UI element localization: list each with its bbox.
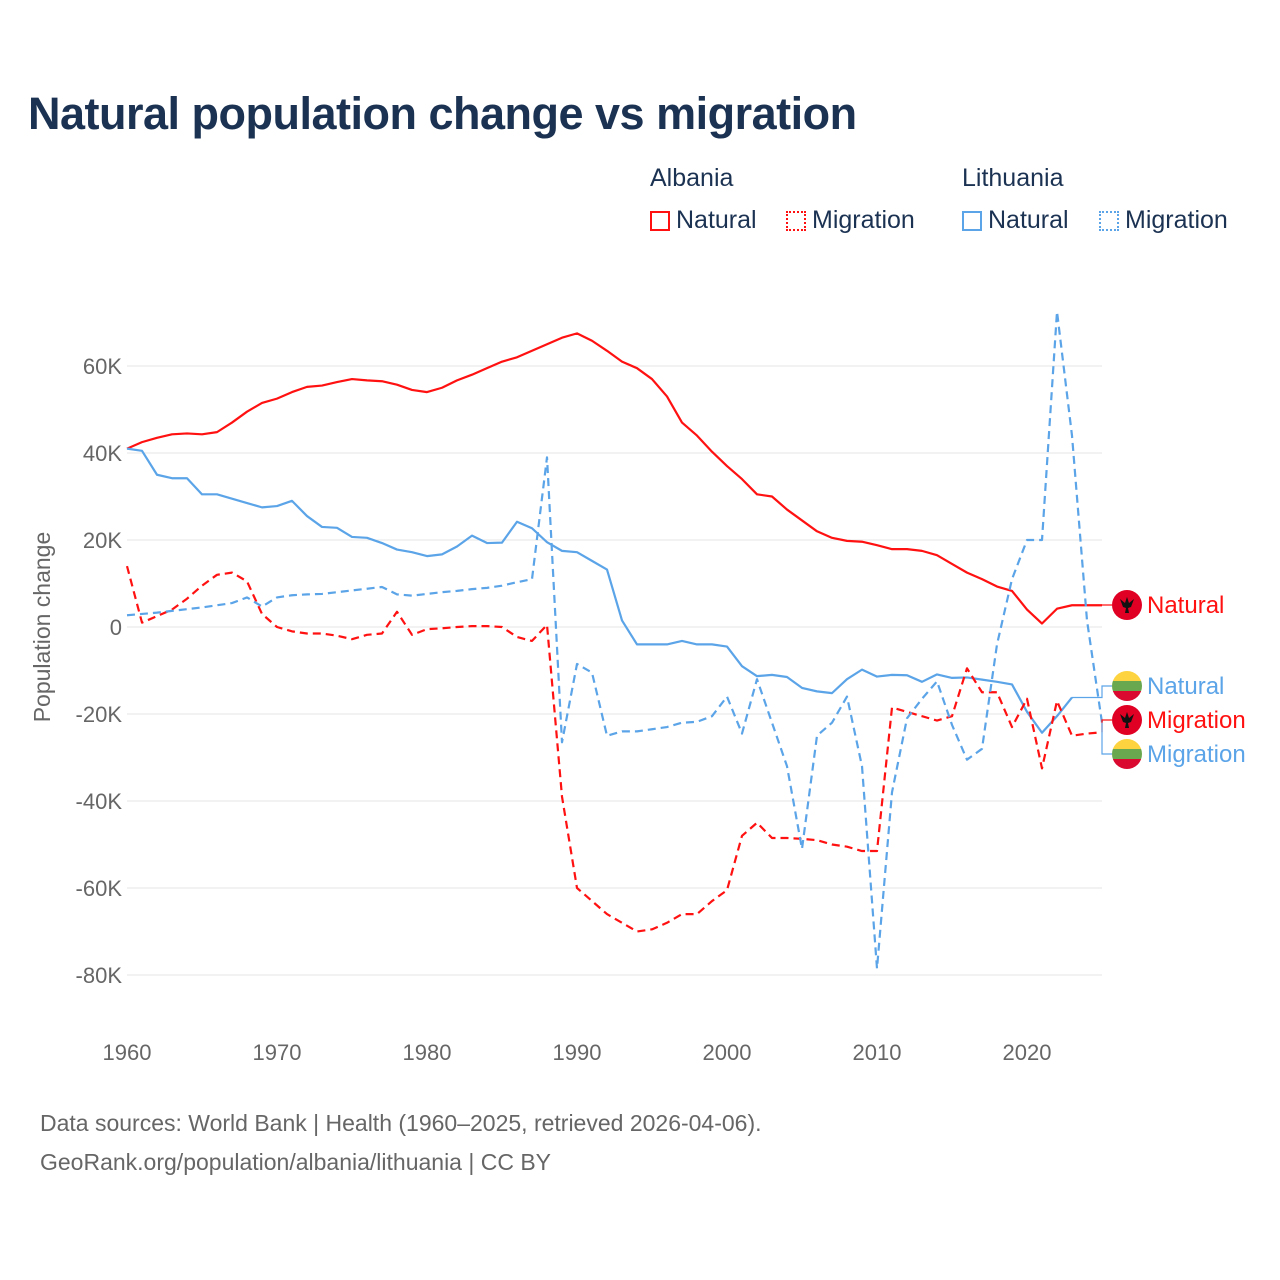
x-tick-label: 1980 [403,1040,452,1065]
series-line-lithuania-migration [126,310,1104,970]
albania-flag-icon [1112,705,1142,735]
legend-group-lithuania: Lithuania [962,164,1064,192]
y-tick-label: -20K [76,702,123,727]
flag-stripes [1112,671,1142,701]
end-label: Migration [1147,741,1246,768]
legend-label: Natural [988,206,1069,234]
legend-label: Natural [676,206,757,234]
legend-swatch-solid [962,210,982,231]
legend-albania-migration[interactable]: Migration [786,206,915,235]
x-tick-label: 2000 [703,1040,752,1065]
albania-flag-icon [1112,590,1142,620]
legend-lithuania-natural[interactable]: Natural [962,206,1069,235]
legend-group-albania: Albania [650,164,734,192]
label-connector [1101,719,1112,733]
x-tick-label: 2010 [853,1040,902,1065]
x-tick-label: 2020 [1003,1040,1052,1065]
stripe-yellow [1112,739,1142,749]
y-tick-label: -40K [76,789,123,814]
stripe-red [1112,759,1142,769]
footer-link[interactable]: GeoRank.org/population/albania/lithuania… [40,1149,552,1175]
end-label: Natural [1147,592,1224,619]
label-connector [1101,722,1112,755]
legend-label: Migration [812,206,915,234]
series-line-albania-migration [125,565,1103,933]
series-line-albania-natural [126,332,1102,625]
x-tick-label: 1990 [553,1040,602,1065]
end-label: Migration [1147,707,1246,734]
legend-swatch-dotted [786,210,806,231]
flag-stripes [1112,739,1142,769]
chart-title: Natural population change vs migration [28,88,857,139]
legend-albania-natural[interactable]: Natural [650,206,757,235]
stripe-green [1112,681,1142,691]
y-tick-label: 60K [83,354,122,379]
x-tick-label: 1970 [253,1040,302,1065]
legend-label: Migration [1125,206,1228,234]
y-axis-label: Population change [29,532,55,723]
y-tick-label: -60K [76,876,123,901]
label-connector [1072,685,1112,699]
eagle-icon [1120,712,1134,728]
stripe-red [1112,691,1142,701]
series-line-lithuania-natural [126,447,1073,734]
footer-sources: Data sources: World Bank | Health (1960–… [40,1110,762,1136]
lithuania-flag-icon [1112,739,1142,769]
stripe-green [1112,749,1142,759]
stripe-yellow [1112,671,1142,681]
legend-swatch-solid [650,210,670,231]
x-tick-label: 1960 [103,1040,152,1065]
end-label: Natural [1147,673,1224,700]
legend-lithuania-migration[interactable]: Migration [1099,206,1228,235]
y-tick-label: -80K [76,963,123,988]
lithuania-flag-icon [1112,671,1142,701]
y-tick-label: 0 [110,615,122,640]
legend-swatch-dotted [1099,210,1119,231]
eagle-icon [1120,597,1134,613]
y-tick-label: 20K [83,528,122,553]
y-tick-label: 40K [83,441,122,466]
